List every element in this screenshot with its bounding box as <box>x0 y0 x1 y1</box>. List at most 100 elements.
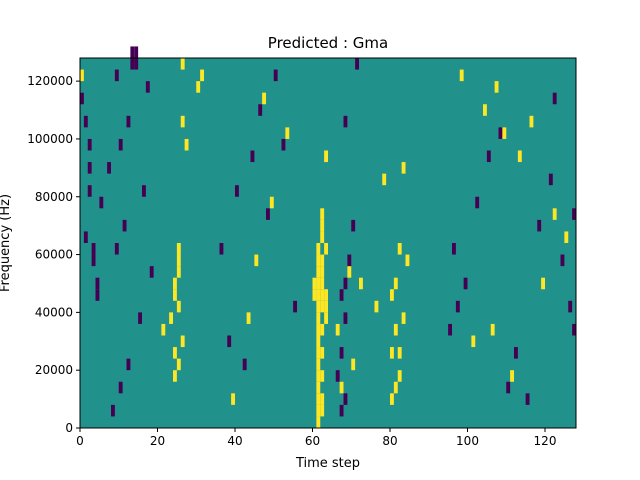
heatmap-cell <box>200 69 205 82</box>
heatmap-cell <box>176 300 181 313</box>
heatmap-cell <box>91 243 96 255</box>
heatmap-cells <box>80 46 577 428</box>
heatmap-cell <box>316 335 321 348</box>
y-axis-label: Frequency (Hz) <box>0 194 13 292</box>
heatmap-cell <box>397 347 402 359</box>
heatmap-cell <box>134 58 139 70</box>
heatmap-cell <box>343 393 348 405</box>
heatmap-cell <box>541 277 546 290</box>
heatmap-cell <box>316 312 321 324</box>
x-tick-label: 100 <box>456 434 479 448</box>
heatmap-cell <box>335 323 340 336</box>
heatmap-cell <box>525 393 530 405</box>
heatmap-cell <box>262 92 267 105</box>
heatmap-cell <box>180 115 185 128</box>
heatmap-cell <box>351 358 356 371</box>
heatmap-cell <box>502 127 507 139</box>
heatmap-cell <box>176 358 181 371</box>
heatmap-cell <box>83 231 88 243</box>
heatmap-cell <box>564 231 569 243</box>
heatmap-cell <box>176 243 181 255</box>
heatmap-cell <box>397 243 402 255</box>
heatmap-cell <box>452 243 456 255</box>
y-tick-label: 20000 <box>35 363 73 377</box>
heatmap-cell <box>486 150 491 163</box>
heatmap-cell <box>537 219 542 232</box>
heatmap-cell <box>510 370 515 382</box>
x-tick-label: 0 <box>76 434 84 448</box>
heatmap-cell <box>180 335 185 348</box>
heatmap-cell <box>560 254 565 267</box>
heatmap-cell <box>405 254 410 267</box>
heatmap-cell <box>176 254 181 267</box>
heatmap-cell <box>316 393 321 405</box>
heatmap-cell <box>568 300 573 313</box>
heatmap-cell <box>169 312 174 324</box>
heatmap-cell <box>552 208 557 220</box>
heatmap-cell <box>111 404 115 417</box>
heatmap-cell <box>390 289 394 301</box>
heatmap-cell <box>382 173 387 186</box>
heatmap-cell <box>258 104 263 116</box>
heatmap-cell <box>142 185 146 197</box>
heatmap-cell <box>393 277 398 290</box>
heatmap-cell <box>80 69 84 82</box>
heatmap-cell <box>459 69 464 82</box>
heatmap-cell <box>572 208 577 220</box>
heatmap-cell <box>475 196 480 209</box>
y-tick-label: 40000 <box>35 305 73 319</box>
heatmap-cell <box>320 393 325 405</box>
y-axis-ticks: 0 20000 40000 60000 80000 100000 120000 <box>27 74 80 435</box>
heatmap-cell <box>118 381 123 394</box>
heatmap-cell <box>324 150 329 163</box>
heatmap-cell <box>324 243 329 255</box>
heatmap-cell <box>316 300 321 313</box>
heatmap-cell <box>227 335 232 348</box>
heatmap-cell <box>316 266 321 278</box>
heatmap-cell <box>374 300 379 313</box>
heatmap-cell <box>343 277 348 290</box>
heatmap-cell <box>483 104 487 116</box>
heatmap-cell <box>455 300 460 313</box>
heatmap-cell <box>339 381 344 394</box>
heatmap-cell <box>517 150 522 163</box>
heatmap-cell <box>173 289 177 301</box>
heatmap-cell <box>359 277 363 290</box>
heatmap-cell <box>347 266 352 278</box>
heatmap-cell <box>134 46 139 58</box>
heatmap-cell <box>107 162 112 174</box>
heatmap-cell <box>250 150 255 163</box>
y-tick-label: 100000 <box>27 132 73 146</box>
heatmap-cell <box>80 92 84 105</box>
heatmap-cell <box>393 323 398 336</box>
x-axis-ticks: 0 20 40 60 80 100 120 <box>76 428 556 448</box>
heatmap-cell <box>320 404 325 417</box>
heatmap-cell <box>312 277 317 290</box>
heatmap-cell <box>173 370 177 382</box>
heatmap-cell <box>316 381 321 394</box>
heatmap-cell <box>312 289 317 301</box>
heatmap-cell <box>316 243 321 255</box>
heatmap-cell <box>548 173 553 186</box>
heatmap-cell <box>235 185 239 197</box>
heatmap-cell <box>339 404 344 417</box>
heatmap-cell <box>347 254 352 267</box>
x-tick-label: 40 <box>227 434 242 448</box>
heatmap-cell <box>126 358 131 371</box>
heatmap-cell <box>161 323 166 336</box>
heatmap-cell <box>95 289 100 301</box>
heatmap-cell <box>401 162 406 174</box>
x-tick-label: 80 <box>382 434 397 448</box>
heatmap-cell <box>219 243 224 255</box>
heatmap-cell <box>320 254 325 267</box>
heatmap-cell <box>316 370 321 382</box>
heatmap-cell <box>320 266 325 278</box>
heatmap-cell <box>320 300 325 313</box>
heatmap-cell <box>552 92 557 105</box>
heatmap-cell <box>390 393 394 405</box>
heatmap-cell <box>173 277 177 290</box>
heatmap-cell <box>293 300 298 313</box>
x-tick-label: 120 <box>534 434 557 448</box>
heatmap-cell <box>231 393 236 405</box>
